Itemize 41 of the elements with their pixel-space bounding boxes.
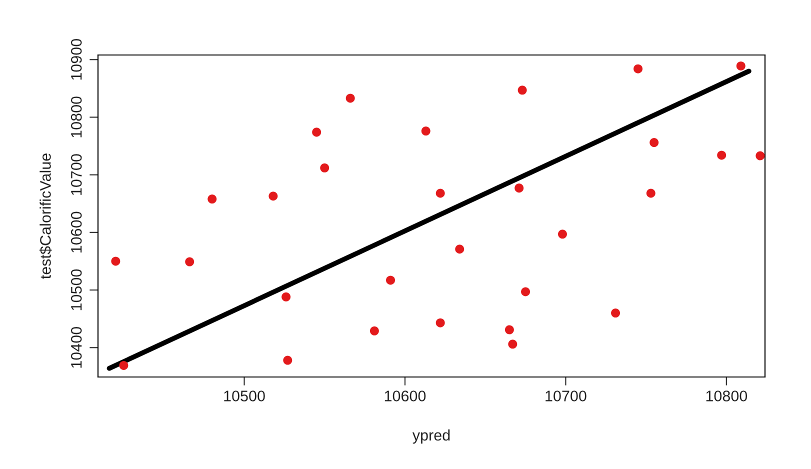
- point: [558, 230, 567, 239]
- point: [508, 340, 518, 349]
- y-tick-label: 10700: [70, 154, 82, 195]
- point: [320, 163, 330, 172]
- point: [111, 256, 120, 266]
- point: [312, 128, 322, 137]
- point: [386, 276, 396, 285]
- y-tick-label: 10400: [70, 326, 82, 368]
- point: [611, 308, 620, 318]
- x-tick-label: 10700: [546, 390, 586, 402]
- point: [346, 94, 355, 103]
- point: [436, 318, 445, 328]
- x-axis-title: ypred: [412, 429, 450, 444]
- point: [208, 194, 217, 204]
- point: [421, 126, 430, 136]
- y-tick-label: 10600: [70, 212, 82, 252]
- point: [268, 192, 278, 201]
- y-tick-label: 10900: [70, 38, 82, 80]
- point: [504, 325, 514, 334]
- point: [455, 244, 464, 254]
- x-tick-label: 10800: [706, 390, 748, 402]
- point: [283, 356, 292, 365]
- point: [119, 360, 128, 370]
- point: [650, 138, 659, 148]
- point: [518, 86, 527, 95]
- point: [370, 326, 379, 336]
- point: [634, 64, 643, 74]
- point: [514, 184, 524, 193]
- y-axis-title: test$CalorificValue: [39, 154, 52, 279]
- point: [646, 188, 656, 198]
- point: [736, 61, 746, 70]
- x-tick-label: 10500: [224, 390, 265, 402]
- x-tick-label: 10600: [384, 390, 426, 402]
- point: [185, 257, 194, 266]
- y-tick-label: 10800: [70, 96, 82, 138]
- point: [717, 150, 726, 160]
- point: [521, 287, 530, 296]
- y-tick-label: 10500: [70, 269, 82, 310]
- point: [756, 151, 765, 160]
- point: [282, 292, 291, 302]
- point: [436, 188, 445, 198]
